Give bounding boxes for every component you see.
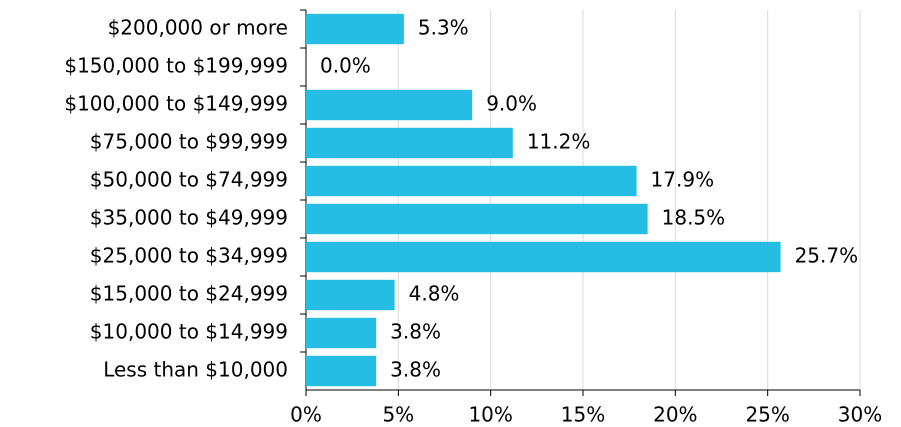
- x-tick-label: 10%: [468, 403, 512, 427]
- y-tick-label: $50,000 to $74,999: [90, 168, 288, 192]
- bar: [306, 203, 648, 235]
- bar: [306, 241, 781, 273]
- value-label: 11.2%: [527, 130, 591, 154]
- value-label: 0.0%: [320, 54, 371, 78]
- x-tick-label: 25%: [745, 403, 789, 427]
- value-label: 9.0%: [486, 92, 537, 116]
- bar: [306, 13, 404, 45]
- y-tick-label: Less than $10,000: [103, 358, 288, 382]
- value-label: 5.3%: [418, 16, 469, 40]
- y-tick-label: $35,000 to $49,999: [90, 206, 288, 230]
- value-label: 25.7%: [795, 244, 859, 268]
- bar: [306, 127, 513, 159]
- bar: [306, 165, 637, 197]
- value-label: 3.8%: [390, 358, 441, 382]
- x-tick-label: 5%: [382, 403, 414, 427]
- bar: [306, 89, 473, 121]
- y-tick-label: $10,000 to $14,999: [90, 320, 288, 344]
- y-tick-label: $15,000 to $24,999: [90, 282, 288, 306]
- x-tick-label: 20%: [653, 403, 697, 427]
- value-label: 3.8%: [390, 320, 441, 344]
- y-tick-label: $100,000 to $149,999: [64, 92, 288, 116]
- value-label: 4.8%: [409, 282, 460, 306]
- y-tick-label: $200,000 or more: [108, 16, 288, 40]
- x-tick-label: 15%: [561, 403, 605, 427]
- x-tick-label: 0%: [290, 403, 322, 427]
- value-label: 18.5%: [662, 206, 726, 230]
- y-tick-label: $150,000 to $199,999: [64, 54, 288, 78]
- value-label: 17.9%: [651, 168, 715, 192]
- bar: [306, 355, 377, 387]
- bar: [306, 279, 395, 311]
- bar: [306, 317, 377, 349]
- y-tick-label: $25,000 to $34,999: [90, 244, 288, 268]
- x-tick-label: 30%: [838, 403, 882, 427]
- y-tick-label: $75,000 to $99,999: [90, 130, 288, 154]
